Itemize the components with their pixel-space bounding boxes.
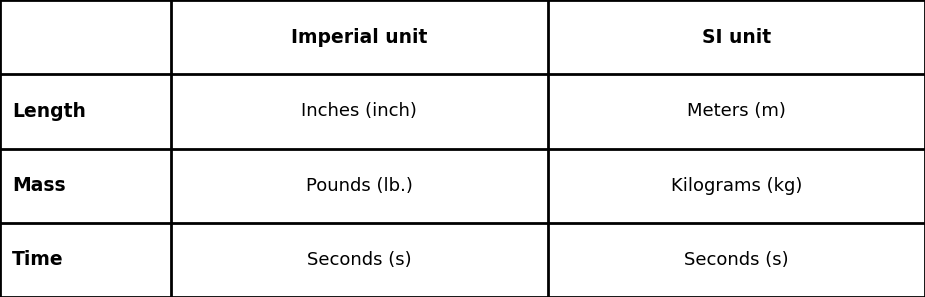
Text: Seconds (s): Seconds (s) <box>684 251 789 269</box>
Text: Mass: Mass <box>12 176 66 195</box>
Text: Kilograms (kg): Kilograms (kg) <box>671 177 802 195</box>
Text: Length: Length <box>12 102 86 121</box>
Text: Meters (m): Meters (m) <box>687 102 785 120</box>
Text: Inches (inch): Inches (inch) <box>302 102 417 120</box>
Text: Time: Time <box>12 250 64 269</box>
Text: Imperial unit: Imperial unit <box>291 28 427 47</box>
Text: SI unit: SI unit <box>702 28 771 47</box>
Text: Pounds (lb.): Pounds (lb.) <box>306 177 413 195</box>
Text: Seconds (s): Seconds (s) <box>307 251 412 269</box>
